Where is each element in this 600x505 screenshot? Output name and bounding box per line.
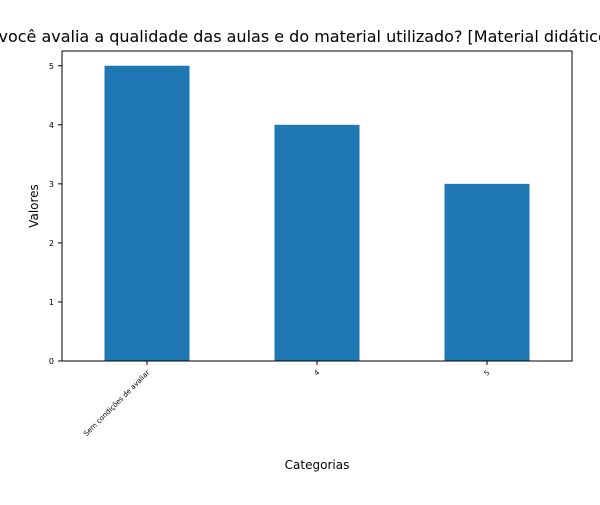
bar: [104, 65, 190, 361]
x-tick-label: Sem condições de avaliar: [82, 369, 151, 438]
y-tick-label: 3: [49, 180, 54, 189]
y-tick-label: 1: [49, 298, 54, 307]
y-tick-label: 5: [49, 62, 54, 71]
x-axis-label: Categorias: [285, 458, 350, 472]
x-tick-label: 4: [313, 368, 322, 377]
plot-frame: [61, 50, 573, 362]
x-axis-ticks: Sem condições de avaliar 4 5: [82, 361, 491, 438]
y-tick-label: 0: [49, 357, 54, 366]
y-axis-label: Valores: [27, 184, 41, 228]
chart-title: Como você avalia a qualidade das aulas e…: [0, 27, 600, 46]
y-axis-ticks: 0 1 2 3 4 5: [49, 62, 62, 366]
bars-group: [104, 65, 530, 361]
bar: [274, 124, 360, 361]
y-tick-label: 2: [49, 239, 54, 248]
y-tick-label: 4: [49, 121, 54, 130]
bar: [444, 183, 530, 361]
x-tick-label: 5: [483, 369, 492, 378]
